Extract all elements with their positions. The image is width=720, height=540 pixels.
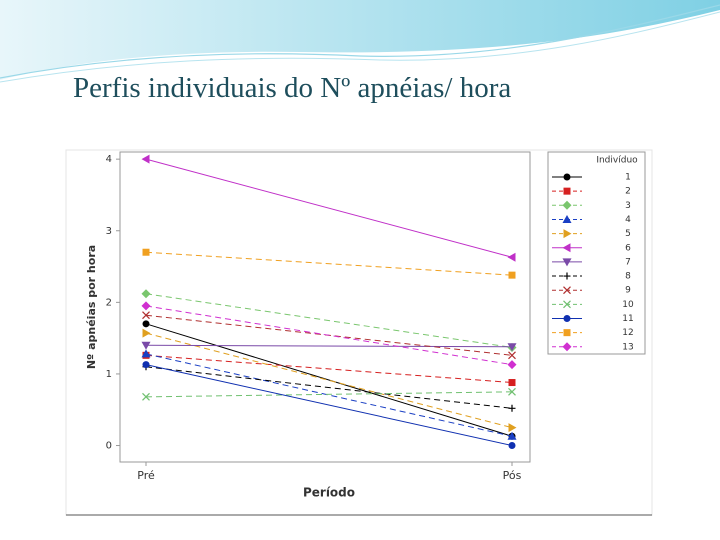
legend-marker — [563, 315, 571, 322]
legend-marker — [563, 272, 571, 280]
legend-label: 8 — [625, 272, 631, 282]
legend-marker — [563, 173, 571, 181]
legend-title: Indivíduo — [596, 156, 638, 166]
data-point — [142, 248, 150, 256]
data-point — [508, 442, 516, 450]
legend-marker — [562, 342, 572, 352]
legend-label: 13 — [622, 342, 633, 352]
legend-marker — [562, 214, 572, 223]
data-point — [142, 320, 150, 328]
data-point — [142, 392, 150, 401]
legend-label: 11 — [622, 314, 633, 324]
legend-marker — [563, 229, 572, 239]
data-point — [142, 328, 151, 338]
series-line — [145, 293, 513, 348]
legend-label: 6 — [625, 243, 631, 253]
legend-marker — [563, 300, 571, 309]
data-point — [142, 361, 150, 369]
series-line — [145, 364, 513, 447]
legend-label: 1 — [625, 173, 631, 183]
legend-marker — [563, 329, 571, 337]
y-axis-label: Nº apnéias por hora — [85, 245, 98, 369]
y-tick-label: 0 — [106, 441, 112, 452]
data-point — [141, 154, 150, 164]
y-tick-label: 3 — [106, 226, 112, 237]
x-tick-label: Pós — [503, 469, 522, 482]
plot-frame — [119, 151, 531, 463]
series-line — [145, 391, 513, 398]
legend-label: 3 — [625, 201, 631, 211]
series-line — [145, 366, 513, 409]
series-line — [145, 332, 513, 429]
legend-marker — [562, 243, 571, 253]
series-line — [145, 158, 513, 258]
series-line — [145, 251, 513, 276]
header-decoration — [0, 0, 720, 83]
data-point — [507, 252, 516, 262]
slide-title: Perfis individuais do Nº apnéias/ hora — [73, 72, 512, 104]
y-tick-label: 2 — [106, 297, 112, 308]
data-point — [508, 379, 516, 387]
data-point — [141, 289, 151, 299]
data-point — [141, 349, 151, 358]
series-line — [145, 344, 513, 348]
data-point — [507, 360, 517, 370]
y-tick-label: 1 — [106, 369, 112, 380]
series-line — [145, 305, 513, 366]
x-tick-label: Pré — [137, 469, 155, 482]
legend-frame — [547, 151, 646, 355]
legend-label: 4 — [625, 215, 631, 225]
data-point — [507, 431, 517, 440]
data-point — [141, 301, 151, 311]
legend-label: 5 — [625, 229, 631, 239]
legend-marker — [562, 200, 572, 210]
data-point — [508, 423, 517, 433]
legend-label: 9 — [625, 286, 631, 296]
legend-marker — [562, 258, 572, 267]
legend-label: 7 — [625, 257, 631, 267]
series-line — [145, 323, 513, 437]
legend-marker — [563, 286, 571, 295]
data-point — [508, 271, 516, 279]
data-point — [142, 311, 150, 320]
series-line — [145, 353, 513, 437]
data-point — [507, 343, 517, 352]
legend-label: 2 — [625, 187, 631, 197]
legend-label: 12 — [622, 328, 633, 338]
legend-label: 10 — [622, 300, 634, 310]
y-tick-label: 4 — [106, 154, 112, 165]
legend-marker — [563, 187, 571, 195]
data-point — [508, 387, 516, 396]
data-point — [508, 404, 516, 412]
data-point — [508, 351, 516, 360]
x-axis-label: Período — [303, 486, 355, 500]
data-point — [141, 341, 151, 350]
series-line — [145, 354, 513, 384]
